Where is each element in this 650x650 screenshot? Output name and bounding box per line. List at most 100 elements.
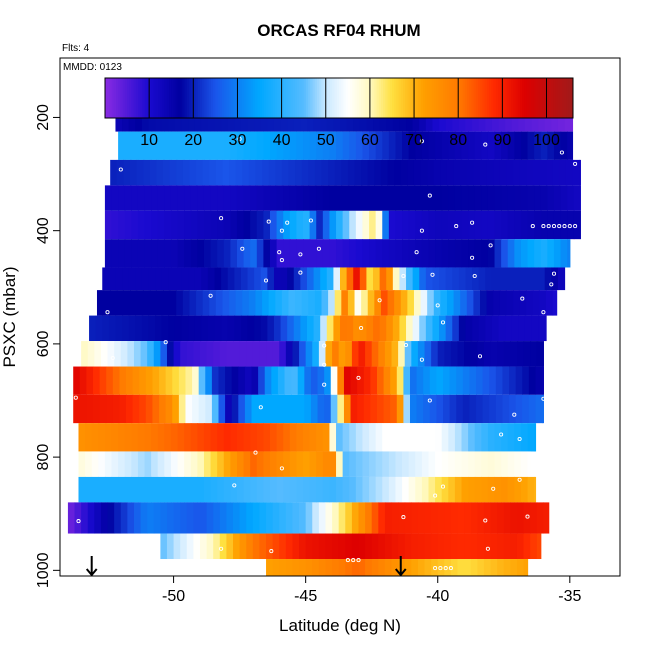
heatmap-cell (262, 159, 270, 186)
colorbar-segment (409, 78, 413, 118)
heatmap-cell (428, 451, 436, 477)
heatmap-cell (131, 423, 139, 452)
heatmap-cell (200, 341, 208, 367)
colorbar-segment (411, 78, 415, 118)
heatmap-cell (565, 159, 574, 186)
heatmap-cell (503, 502, 511, 534)
colorbar-segment (559, 78, 563, 118)
sample-point (573, 161, 578, 166)
heatmap-cell (151, 239, 159, 268)
heatmap-cell (458, 267, 467, 291)
heatmap-cell (511, 315, 519, 342)
heatmap-cell (285, 502, 294, 534)
colorbar-segment (312, 78, 316, 118)
heatmap-cell (341, 159, 349, 186)
colorbar-segment (537, 78, 541, 118)
heatmap-cell (444, 502, 452, 534)
colorbar-segment (263, 78, 267, 118)
colorbar-segment (458, 78, 461, 118)
heatmap-cell (437, 559, 445, 576)
heatmap-cell (111, 210, 119, 240)
heatmap-cell (417, 533, 426, 560)
heatmap-cell (152, 366, 160, 395)
colorbar-segment (506, 78, 510, 118)
colorbar-segment (511, 78, 514, 118)
heatmap-cell (527, 451, 531, 477)
sample-point (562, 224, 567, 229)
heatmap-cell (388, 451, 397, 477)
heatmap-cell (378, 533, 386, 560)
heatmap-cell (473, 290, 481, 316)
colorbar-segment (422, 78, 426, 118)
heatmap-cell (226, 502, 234, 534)
heatmap-cell (222, 290, 230, 316)
heatmap-cell (322, 210, 331, 240)
sample-point (277, 250, 282, 255)
heatmap-cell (136, 290, 144, 316)
colorbar-segment (288, 78, 291, 118)
heatmap-cell (482, 394, 490, 424)
heatmap-cell (443, 394, 451, 424)
heatmap-cell (312, 341, 320, 367)
heatmap-cell (444, 341, 452, 367)
heatmap-cell (527, 131, 535, 160)
heatmap-cell (429, 366, 438, 395)
heatmap-cell (73, 366, 81, 395)
colorbar-segment (504, 78, 508, 118)
heatmap-cell (362, 185, 370, 211)
heatmap-cell (115, 315, 123, 342)
heatmap-cell (79, 366, 88, 395)
heatmap-cell (501, 423, 509, 452)
heatmap-cell (238, 366, 246, 395)
heatmap-cell (272, 533, 280, 560)
heatmap-cell (272, 341, 280, 367)
heatmap-cell (312, 533, 320, 560)
heatmap-cell (350, 366, 358, 395)
heatmap-cell (509, 366, 517, 395)
heatmap-cell (520, 210, 529, 240)
heatmap-cell (190, 210, 198, 240)
heatmap-cell (491, 315, 500, 342)
colorbar-segment (217, 78, 221, 118)
heatmap-cell (481, 185, 489, 211)
heatmap-cell (86, 366, 94, 395)
heatmap-cell (486, 290, 494, 316)
heatmap-cell (421, 476, 430, 503)
sample-point (356, 375, 361, 380)
heatmap-cell (243, 210, 251, 240)
heatmap-cell (177, 131, 185, 160)
heatmap-cell (497, 341, 505, 367)
heatmap-cell (223, 451, 231, 477)
heatmap-cell (197, 185, 205, 211)
sample-point (427, 398, 432, 403)
colorbar-segment (539, 78, 543, 118)
heatmap-cell (247, 315, 255, 342)
heatmap-cell (376, 366, 385, 395)
colorbar-segment (394, 78, 397, 118)
sample-point (470, 220, 475, 225)
heatmap-cell (468, 185, 476, 211)
flight-markers (85, 556, 407, 577)
heatmap-cell (514, 210, 522, 240)
heatmap-cell (477, 559, 485, 576)
heatmap-cell (382, 239, 390, 268)
heatmap-cell (308, 290, 316, 316)
heatmap-cell (445, 315, 453, 342)
heatmap-cell (473, 159, 481, 186)
heatmap-cell (300, 267, 308, 291)
heatmap-cell (120, 341, 128, 367)
heatmap-cell (273, 315, 282, 342)
heatmap-cell (151, 423, 159, 452)
heatmap-cell (382, 451, 390, 477)
heatmap-cell (225, 394, 233, 424)
heatmap-cell (250, 476, 258, 503)
heatmap-cell (362, 451, 370, 477)
colorbar-segment (188, 78, 192, 118)
heatmap-cell (421, 210, 430, 240)
colorbar-segment (144, 78, 148, 118)
heatmap-cell (359, 315, 368, 342)
sample-point (322, 362, 327, 367)
heatmap-cell (489, 366, 497, 395)
heatmap-cell (538, 315, 546, 342)
colorbar-segment (153, 78, 157, 118)
